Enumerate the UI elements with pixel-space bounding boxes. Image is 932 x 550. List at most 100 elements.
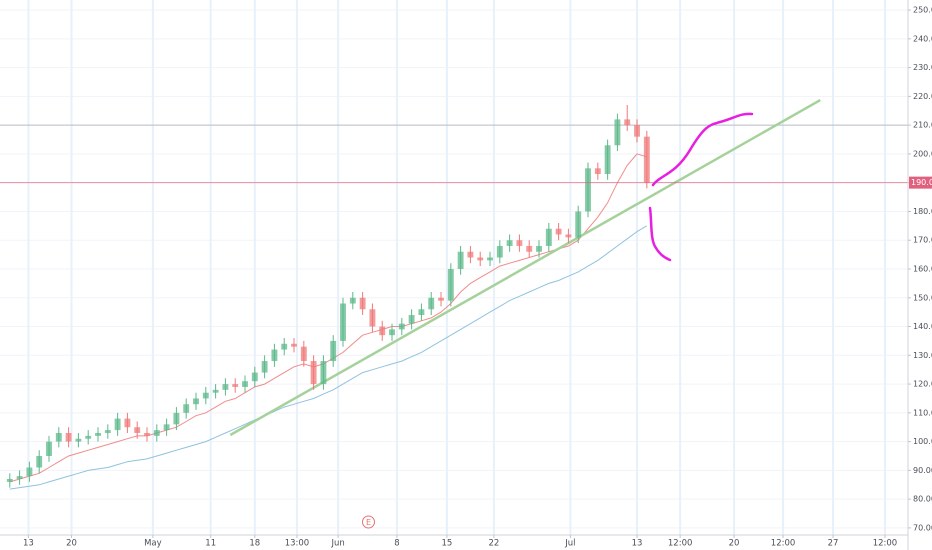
candle-body [104, 430, 111, 433]
candle-body [340, 303, 346, 341]
candle-body [310, 361, 317, 385]
candle-body [624, 119, 631, 126]
x-tick-label: 20 [66, 539, 77, 549]
candle-body [85, 435, 92, 439]
candle-body [545, 228, 552, 246]
candle-body [604, 145, 611, 175]
y-tick-label: 220.00 [913, 92, 932, 101]
candle-body [506, 240, 513, 246]
y-tick-label: 150.00 [913, 293, 932, 302]
y-tick-label: 130.00 [913, 351, 932, 360]
event-label: E [366, 518, 371, 527]
candle-body [242, 381, 248, 387]
last-price-label: 190.02 [911, 178, 932, 187]
candle-body [359, 297, 366, 310]
candle-body [124, 418, 131, 428]
candle-body [477, 257, 484, 261]
candle-body [36, 455, 43, 468]
candle-body [134, 427, 141, 433]
candle-body [163, 424, 170, 431]
event-marker [361, 515, 375, 529]
candle-body [330, 340, 337, 362]
y-tick-label: 230.00 [913, 63, 932, 72]
candle-body [536, 245, 542, 252]
candle-body [565, 234, 572, 238]
candle-body [232, 384, 239, 387]
candle-body [55, 432, 62, 442]
candle-body [369, 309, 376, 327]
candle-body [614, 119, 621, 146]
candle-body [95, 432, 101, 436]
x-tick-label: 13 [632, 539, 643, 549]
y-tick-label: 80.00 [913, 495, 932, 504]
candle-body [193, 398, 199, 405]
candle-body [349, 297, 356, 304]
x-tick-label: 27 [828, 539, 839, 549]
y-tick-label: 110.00 [913, 408, 932, 417]
x-tick-label: 11 [205, 539, 216, 549]
candle-body [398, 323, 405, 330]
y-tick-label: 160.00 [913, 264, 932, 273]
x-tick-label: May [144, 539, 162, 549]
candle-body [144, 432, 150, 436]
candle-body [516, 240, 523, 246]
candle-body [585, 168, 591, 212]
candle-body [389, 329, 395, 336]
candle-body [251, 372, 258, 382]
candle-body [457, 251, 464, 269]
candle-body [634, 125, 640, 137]
drawing-down [648, 206, 672, 262]
candle-body [261, 361, 268, 373]
x-tick-label: 12:00 [873, 539, 898, 549]
moving-average [9, 153, 647, 483]
y-tick-label: 250.00 [913, 6, 932, 15]
x-tick-label: 12:00 [668, 539, 693, 549]
x-tick-label: 12:00 [771, 539, 796, 549]
candle-body [418, 309, 425, 316]
candle-body [202, 392, 209, 399]
y-tick-label: 240.00 [913, 34, 932, 43]
y-tick-label: 180.00 [913, 207, 932, 216]
x-tick-label: 18 [249, 539, 260, 549]
candle-body [173, 412, 180, 425]
candle-body [496, 245, 503, 258]
candle-body [643, 136, 650, 183]
candle-body [6, 479, 13, 482]
candle-body [438, 297, 444, 301]
axes: 70.00 80.00 90.00 100.00 110.00 120.00 130.00 1… [23, 6, 932, 549]
candle-body [300, 346, 307, 362]
candle-body [526, 245, 533, 252]
x-tick-label: 13:00 [285, 539, 310, 549]
candle-body [281, 343, 288, 350]
y-tick-label: 140.00 [913, 322, 932, 331]
candle-body [46, 441, 52, 456]
trend-line [229, 99, 821, 437]
x-tick-label: Jun [330, 539, 344, 549]
candle-body [575, 211, 582, 238]
candle-body [75, 438, 82, 442]
candle-body [379, 326, 386, 336]
candle-body [114, 418, 121, 431]
plot-area: E [0, 99, 908, 529]
candle-body [291, 343, 297, 347]
candle-body [271, 349, 278, 362]
y-tick-label: 100.00 [913, 437, 932, 446]
x-tick-label: 15 [441, 539, 452, 549]
drawing-up [651, 112, 754, 187]
last-price-box [909, 176, 932, 189]
candle-body [16, 476, 23, 480]
candle-body [487, 257, 493, 261]
candle-body [594, 168, 601, 175]
x-tick-label: 8 [394, 539, 399, 549]
candle-body [428, 297, 435, 310]
y-tick-label: 170.00 [913, 236, 932, 245]
x-tick-label: 13 [23, 539, 34, 549]
candle-body [26, 467, 33, 477]
candle-body [65, 432, 72, 442]
y-tick-label: 120.00 [913, 380, 932, 389]
candle-body [408, 315, 415, 324]
x-tick-label: 20 [729, 539, 740, 549]
y-tick-label: 210.00 [913, 121, 932, 130]
